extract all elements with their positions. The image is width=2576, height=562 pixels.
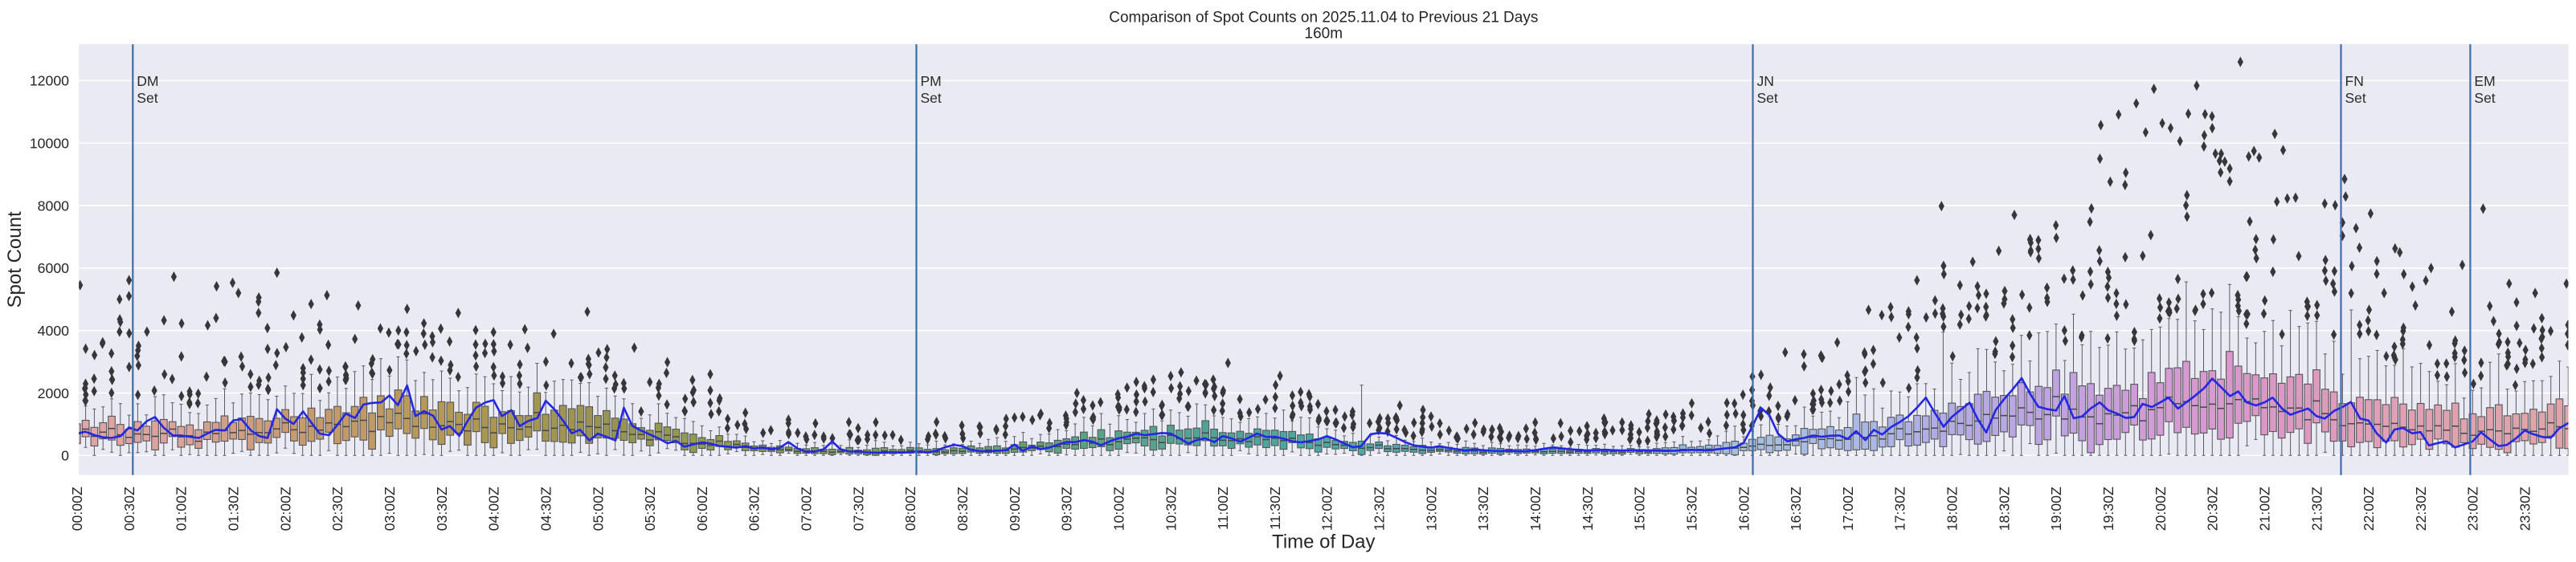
svg-text:PM: PM: [921, 73, 942, 89]
svg-text:22:00Z: 22:00Z: [2361, 487, 2377, 531]
svg-text:JN: JN: [1757, 73, 1774, 89]
svg-text:0: 0: [61, 448, 69, 464]
svg-text:16:30Z: 16:30Z: [1788, 487, 1804, 531]
svg-text:06:00Z: 06:00Z: [694, 487, 710, 531]
svg-text:07:00Z: 07:00Z: [799, 487, 815, 531]
svg-text:12:30Z: 12:30Z: [1372, 487, 1388, 531]
svg-text:Spot Count: Spot Count: [4, 211, 26, 307]
svg-text:02:30Z: 02:30Z: [329, 487, 346, 531]
svg-text:21:30Z: 21:30Z: [2308, 487, 2325, 531]
svg-text:03:00Z: 03:00Z: [382, 487, 398, 531]
svg-text:160m: 160m: [1305, 26, 1343, 43]
svg-text:14:00Z: 14:00Z: [1527, 487, 1544, 531]
svg-text:13:00Z: 13:00Z: [1423, 487, 1439, 531]
svg-text:DM: DM: [137, 73, 158, 89]
svg-text:23:00Z: 23:00Z: [2465, 487, 2481, 531]
svg-text:20:30Z: 20:30Z: [2205, 487, 2221, 531]
svg-text:04:00Z: 04:00Z: [486, 487, 502, 531]
svg-text:23:30Z: 23:30Z: [2517, 487, 2533, 531]
svg-text:12:00Z: 12:00Z: [1319, 487, 1335, 531]
svg-text:19:30Z: 19:30Z: [2100, 487, 2116, 531]
svg-text:20:00Z: 20:00Z: [2153, 487, 2169, 531]
svg-text:11:30Z: 11:30Z: [1267, 487, 1283, 530]
svg-text:2000: 2000: [38, 385, 70, 401]
svg-text:Time of Day: Time of Day: [1272, 531, 1375, 553]
svg-text:4000: 4000: [38, 323, 70, 339]
svg-text:8000: 8000: [38, 198, 70, 214]
svg-text:Comparison of Spot Counts on 2: Comparison of Spot Counts on 2025.11.04 …: [1109, 10, 1538, 26]
svg-text:05:00Z: 05:00Z: [590, 487, 606, 531]
svg-text:17:00Z: 17:00Z: [1840, 487, 1856, 531]
svg-text:05:30Z: 05:30Z: [642, 487, 658, 531]
svg-text:12000: 12000: [30, 73, 69, 89]
svg-text:08:00Z: 08:00Z: [902, 487, 918, 531]
svg-text:14:30Z: 14:30Z: [1580, 487, 1596, 531]
svg-text:18:30Z: 18:30Z: [1996, 487, 2012, 531]
svg-text:06:30Z: 06:30Z: [746, 487, 763, 531]
svg-text:Set: Set: [2345, 90, 2366, 106]
svg-text:15:30Z: 15:30Z: [1684, 487, 1700, 531]
svg-text:22:30Z: 22:30Z: [2413, 487, 2429, 531]
svg-text:01:00Z: 01:00Z: [174, 487, 190, 531]
svg-text:Set: Set: [137, 90, 157, 106]
svg-text:FN: FN: [2345, 73, 2364, 89]
svg-text:10:30Z: 10:30Z: [1163, 487, 1179, 531]
svg-text:01:30Z: 01:30Z: [226, 487, 242, 531]
svg-text:10000: 10000: [30, 136, 69, 152]
svg-text:EM: EM: [2474, 73, 2495, 89]
svg-text:10:00Z: 10:00Z: [1111, 487, 1127, 531]
svg-text:6000: 6000: [38, 260, 70, 276]
svg-text:Set: Set: [2474, 90, 2495, 106]
svg-text:02:00Z: 02:00Z: [277, 487, 293, 531]
svg-text:00:00Z: 00:00Z: [69, 487, 85, 531]
svg-text:17:30Z: 17:30Z: [1892, 487, 1908, 531]
svg-text:16:00Z: 16:00Z: [1736, 487, 1752, 531]
svg-text:09:00Z: 09:00Z: [1007, 487, 1023, 531]
svg-text:19:00Z: 19:00Z: [2048, 487, 2064, 531]
svg-text:00:30Z: 00:30Z: [121, 487, 137, 531]
svg-text:Set: Set: [921, 90, 942, 106]
svg-text:15:00Z: 15:00Z: [1632, 487, 1648, 531]
svg-text:09:30Z: 09:30Z: [1059, 487, 1075, 531]
svg-text:04:30Z: 04:30Z: [538, 487, 554, 531]
svg-text:13:30Z: 13:30Z: [1475, 487, 1491, 531]
svg-text:07:30Z: 07:30Z: [850, 487, 866, 531]
svg-text:11:00Z: 11:00Z: [1215, 487, 1231, 530]
svg-text:03:30Z: 03:30Z: [434, 487, 450, 531]
svg-text:18:00Z: 18:00Z: [1944, 487, 1961, 531]
svg-text:Set: Set: [1757, 90, 1778, 106]
svg-text:08:30Z: 08:30Z: [955, 487, 971, 531]
svg-text:21:00Z: 21:00Z: [2257, 487, 2273, 531]
